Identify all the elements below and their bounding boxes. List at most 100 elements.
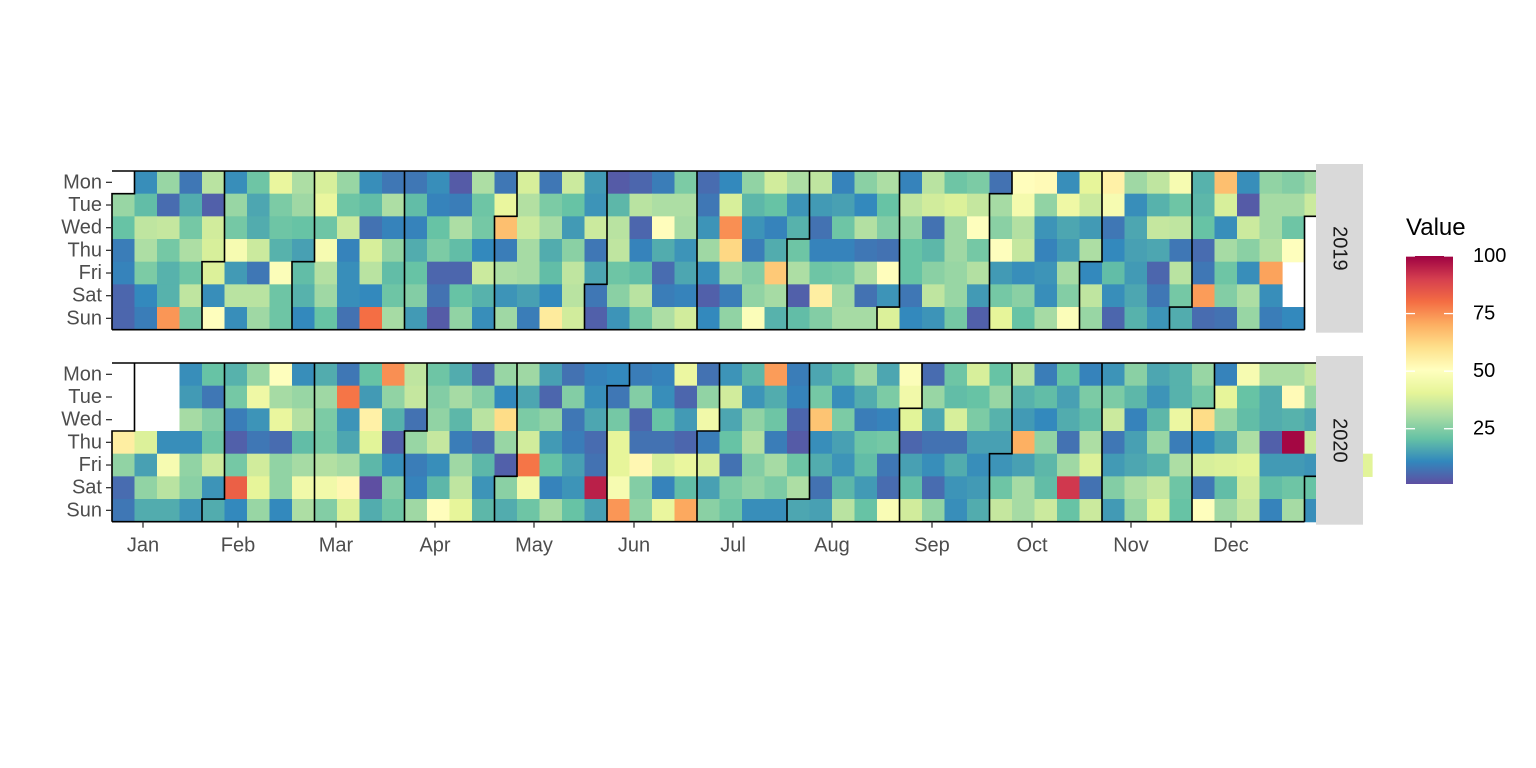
heatmap-cell bbox=[854, 216, 878, 240]
heatmap-cell bbox=[449, 476, 473, 500]
heatmap-cell bbox=[877, 363, 901, 387]
heatmap-cell bbox=[652, 307, 676, 331]
heatmap-cell bbox=[1124, 239, 1148, 263]
heatmap-cell bbox=[539, 476, 563, 500]
heatmap-cell bbox=[742, 453, 766, 477]
heatmap-cell bbox=[877, 261, 901, 285]
heatmap-cell bbox=[764, 239, 788, 263]
heatmap-cell bbox=[854, 261, 878, 285]
heatmap-cell bbox=[922, 239, 946, 263]
heatmap-cell bbox=[607, 408, 631, 432]
heatmap-cell bbox=[877, 476, 901, 500]
heatmap-cell bbox=[269, 171, 293, 195]
heatmap-cell bbox=[247, 239, 271, 263]
heatmap-cell bbox=[1237, 363, 1261, 387]
heatmap-cell bbox=[404, 261, 428, 285]
heatmap-cell bbox=[652, 476, 676, 500]
heatmap-cell bbox=[404, 171, 428, 195]
x-axis: Jan Feb Mar Apr May Jun Jul Aug Sep Oct Nov Dec bbox=[127, 521, 1249, 557]
heatmap-cell bbox=[269, 408, 293, 432]
heatmap-cell bbox=[157, 261, 181, 285]
heatmap-cell bbox=[989, 261, 1013, 285]
heatmap-cell bbox=[854, 385, 878, 409]
heatmap-cell bbox=[1214, 453, 1238, 477]
heatmap-cell bbox=[989, 363, 1013, 387]
heatmap-cell bbox=[1282, 408, 1306, 432]
heatmap-cell bbox=[404, 216, 428, 240]
heatmap-cell bbox=[674, 239, 698, 263]
heatmap-cell bbox=[1214, 476, 1238, 500]
heatmap-cell bbox=[247, 385, 271, 409]
legend: Value 100 75 50 25 bbox=[1406, 214, 1506, 484]
heatmap-cell bbox=[944, 307, 968, 331]
heatmap-cell bbox=[787, 363, 811, 387]
heatmap-cell bbox=[1214, 499, 1238, 523]
heatmap-cell bbox=[1147, 385, 1171, 409]
heatmap-cell bbox=[854, 431, 878, 455]
heatmap-cell bbox=[179, 499, 203, 523]
heatmap-cell bbox=[877, 193, 901, 217]
panels-layer bbox=[111, 170, 1373, 523]
heatmap-cell bbox=[899, 363, 923, 387]
heatmap-cell bbox=[674, 499, 698, 523]
heatmap-cell bbox=[1169, 453, 1193, 477]
heatmap-cell bbox=[1282, 385, 1306, 409]
heatmap-cell bbox=[674, 284, 698, 308]
heatmap-cell bbox=[1079, 453, 1103, 477]
heatmap-cell bbox=[539, 171, 563, 195]
heatmap-cell bbox=[157, 307, 181, 331]
heatmap-cell bbox=[1147, 261, 1171, 285]
heatmap-cell bbox=[224, 363, 248, 387]
heatmap-cell bbox=[1012, 307, 1036, 331]
heatmap-cell bbox=[337, 408, 361, 432]
x-tick-label: Oct bbox=[1016, 535, 1048, 557]
heatmap-cell bbox=[697, 431, 721, 455]
heatmap-cell bbox=[472, 261, 496, 285]
heatmap-cell bbox=[157, 453, 181, 477]
heatmap-cell bbox=[134, 261, 158, 285]
heatmap-cell bbox=[1012, 431, 1036, 455]
heatmap-cell bbox=[179, 453, 203, 477]
heatmap-cell bbox=[742, 408, 766, 432]
heatmap-cell bbox=[922, 499, 946, 523]
heatmap-cell bbox=[652, 193, 676, 217]
heatmap-cell bbox=[1057, 453, 1081, 477]
x-tick-label: Apr bbox=[419, 535, 450, 557]
heatmap-cell bbox=[472, 431, 496, 455]
heatmap-cell bbox=[134, 171, 158, 195]
heatmap-cell bbox=[742, 476, 766, 500]
heatmap-cell bbox=[1237, 499, 1261, 523]
heatmap-cell bbox=[1282, 307, 1306, 331]
heatmap-cell bbox=[629, 431, 653, 455]
heatmap-cell bbox=[1102, 171, 1126, 195]
heatmap-cell bbox=[224, 307, 248, 331]
legend-title: Value bbox=[1406, 214, 1466, 241]
heatmap-cell bbox=[1102, 431, 1126, 455]
heatmap-cell bbox=[1102, 307, 1126, 331]
heatmap-cell bbox=[1034, 408, 1058, 432]
heatmap-cell bbox=[899, 499, 923, 523]
heatmap-cell bbox=[854, 476, 878, 500]
heatmap-cell bbox=[314, 171, 338, 195]
heatmap-cell bbox=[764, 284, 788, 308]
heatmap-cell bbox=[1169, 499, 1193, 523]
heatmap-cell bbox=[1057, 408, 1081, 432]
heatmap-cell bbox=[764, 431, 788, 455]
heatmap-cell bbox=[1214, 385, 1238, 409]
heatmap-cell bbox=[472, 476, 496, 500]
heatmap-cell bbox=[832, 216, 856, 240]
heatmap-cell bbox=[742, 216, 766, 240]
heatmap-cell bbox=[787, 171, 811, 195]
heatmap-cell bbox=[697, 171, 721, 195]
heatmap-cell bbox=[269, 216, 293, 240]
heatmap-cell bbox=[719, 171, 743, 195]
heatmap-cell bbox=[944, 453, 968, 477]
heatmap-cell bbox=[1034, 216, 1058, 240]
heatmap-cell bbox=[809, 261, 833, 285]
heatmap-cell bbox=[629, 307, 653, 331]
heatmap-cell bbox=[382, 261, 406, 285]
heatmap-cell bbox=[719, 431, 743, 455]
heatmap-cell bbox=[1057, 284, 1081, 308]
heatmap-cell bbox=[314, 239, 338, 263]
